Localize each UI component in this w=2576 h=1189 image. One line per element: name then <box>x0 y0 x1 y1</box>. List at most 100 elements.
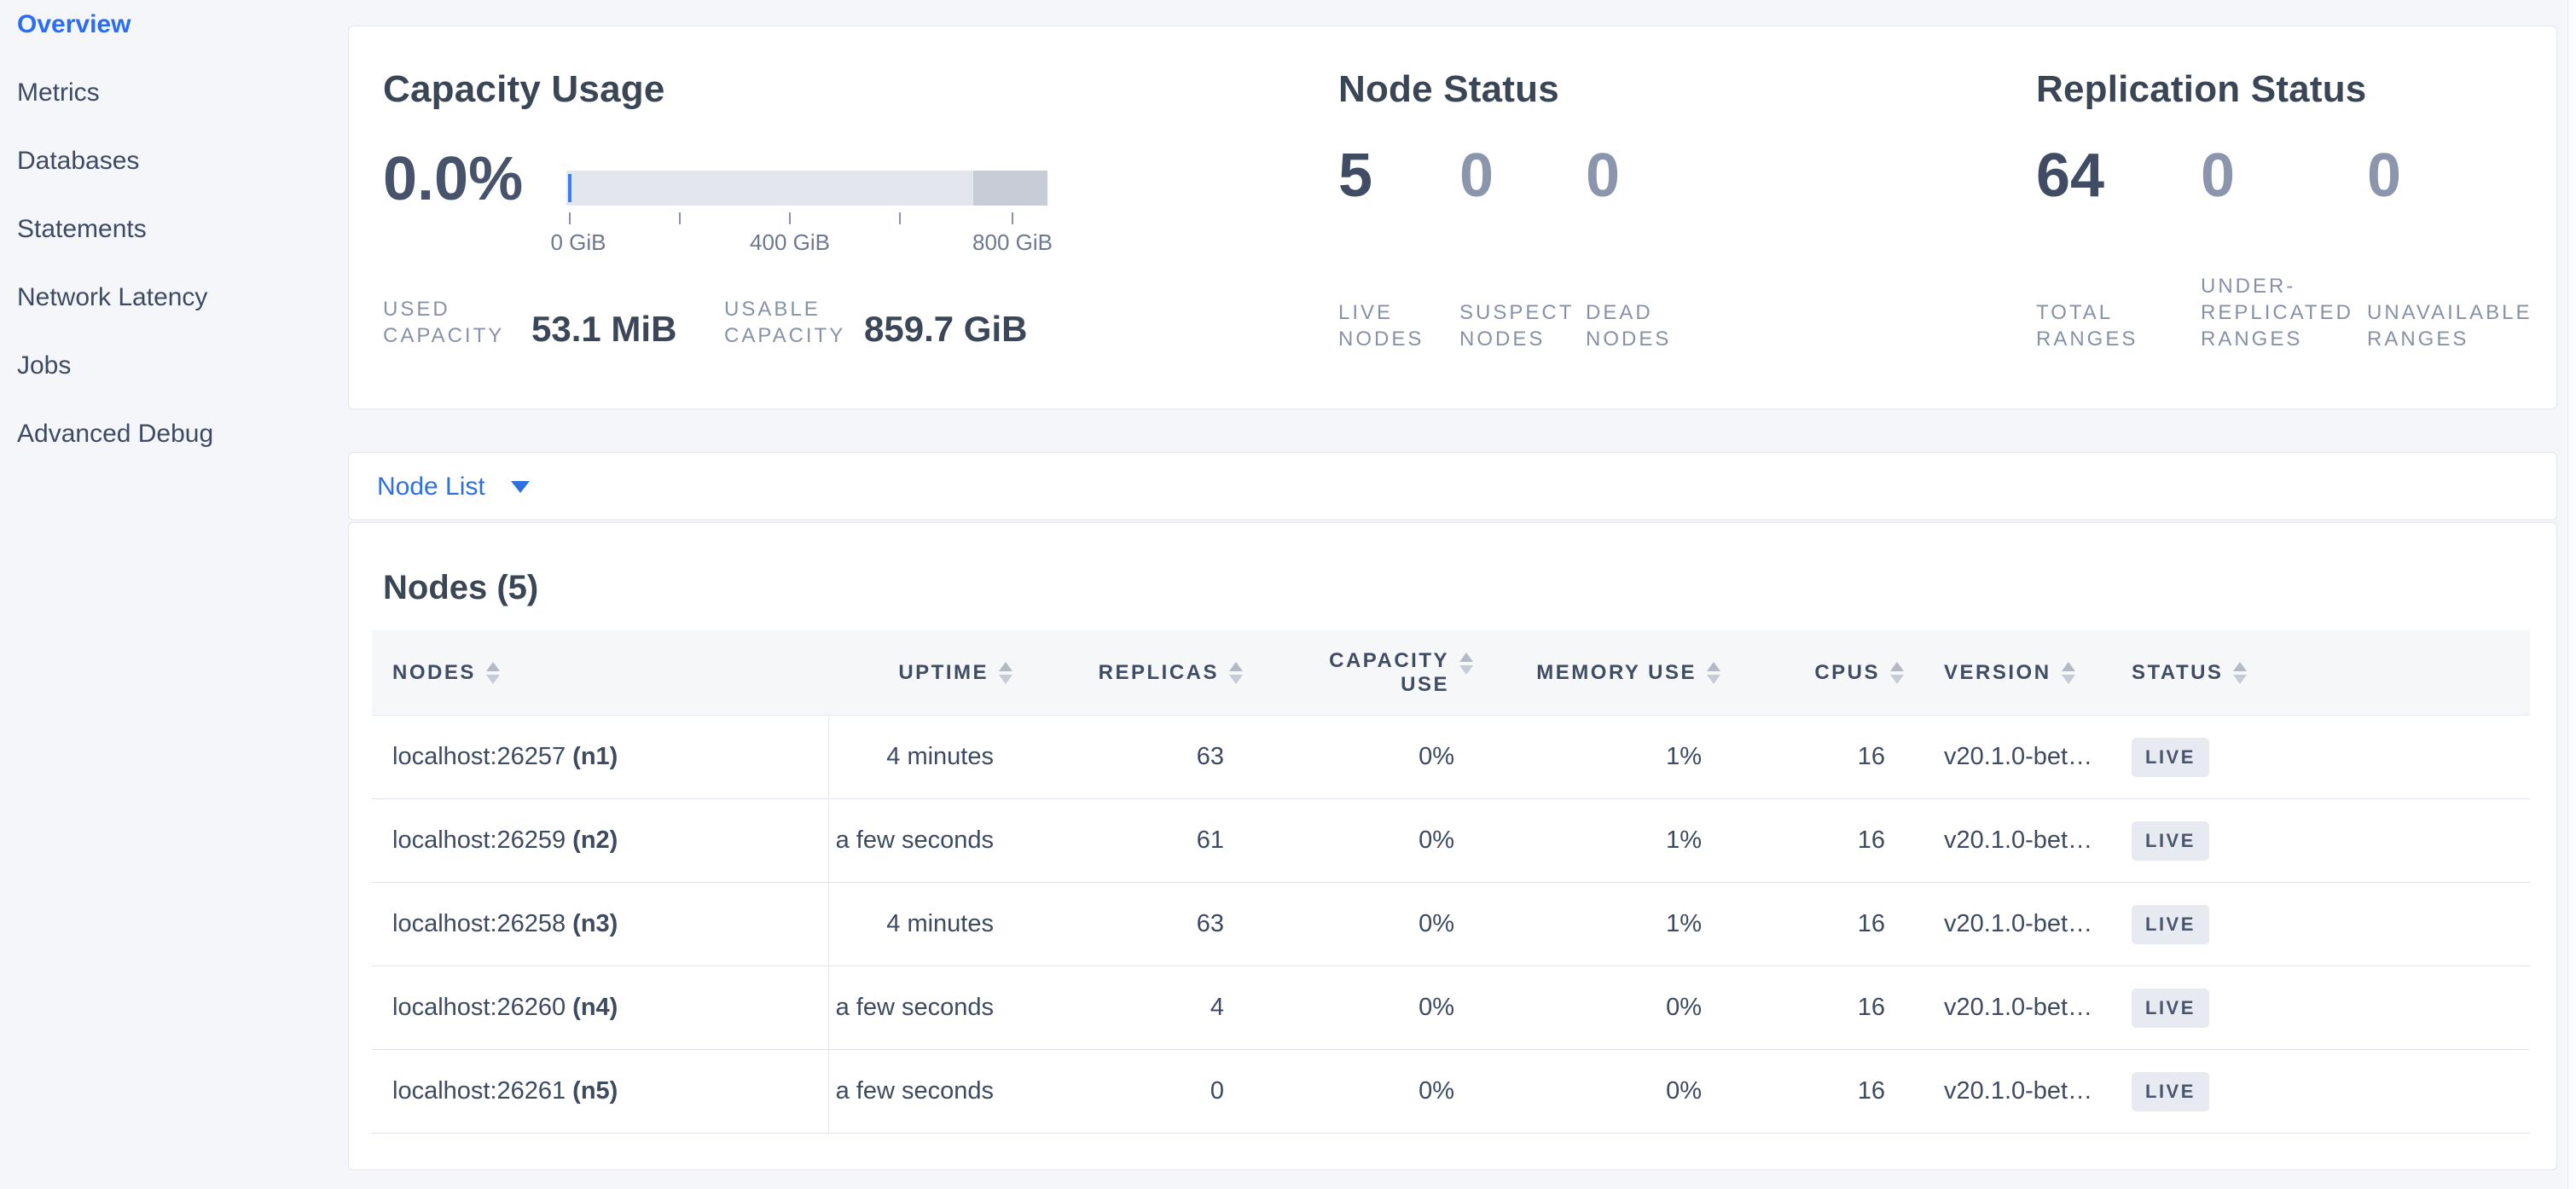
sort-icon <box>1707 661 1720 684</box>
column-header-uptime-label: UPTIME <box>898 660 989 684</box>
total-ranges-value: 64 <box>2036 142 2105 210</box>
sort-icon <box>485 661 500 684</box>
capacity-percent-value: 0.0% <box>383 145 524 213</box>
column-header-status-label: STATUS <box>2132 660 2224 684</box>
capacity-gauge-reserved-segment <box>973 171 1047 206</box>
unavailable-ranges-value: 0 <box>2367 142 2402 210</box>
column-header-replicas[interactable]: REPLICAS <box>1034 630 1264 715</box>
cpus-cell: 16 <box>1857 826 1885 854</box>
capacity-use-cell: 0% <box>1419 826 1454 854</box>
column-header-cpus[interactable]: CPUS <box>1742 630 1925 715</box>
replicas-cell: 61 <box>1196 826 1224 854</box>
capacity-use-cell: 0% <box>1419 994 1454 1021</box>
under-replicated-ranges-label: UNDER-REPLICATED RANGES <box>2201 275 2353 351</box>
sidebar-item-metrics[interactable]: Metrics <box>17 78 100 107</box>
uptime-cell: a few seconds <box>835 1077 994 1105</box>
column-header-capacity-line2: USE <box>1401 672 1449 696</box>
column-header-capacity-use[interactable]: CAPACITY USE <box>1264 630 1494 715</box>
sort-icon <box>1229 661 1243 684</box>
table-row-n1[interactable]: localhost:26257 (n1) 4 minutes 63 0% 1% 1… <box>372 716 2530 799</box>
nodes-heading: Nodes (5) <box>383 569 539 606</box>
node-status-section: Node Status 5 LIVE NODES 0 SUSPECT NODES… <box>1332 26 1775 410</box>
node-id: (n1) <box>572 743 618 770</box>
sort-icon <box>999 661 1012 684</box>
under-replicated-ranges-value: 0 <box>2201 142 2236 210</box>
status-badge: LIVE <box>2132 988 2209 1028</box>
dead-nodes-value: 0 <box>1586 142 1621 210</box>
node-address[interactable]: localhost:26261 <box>392 1077 566 1105</box>
capacity-gauge-axis-labels: 0 GiB 400 GiB 800 GiB <box>550 229 1052 255</box>
capacity-summary: USED CAPACITY 53.1 MiB USABLE CAPACITY 8… <box>383 296 1027 349</box>
usable-capacity-label: USABLE CAPACITY <box>724 298 846 347</box>
table-row-n3[interactable]: localhost:26258 (n3) 4 minutes 63 0% 1% 1… <box>372 883 2530 966</box>
status-badge: LIVE <box>2132 1071 2209 1111</box>
column-header-nodes[interactable]: NODES <box>372 630 829 715</box>
cpus-cell: 16 <box>1857 1077 1885 1105</box>
used-capacity-label: USED CAPACITY <box>383 298 505 347</box>
node-address[interactable]: localhost:26258 <box>392 910 566 937</box>
node-address[interactable]: localhost:26259 <box>392 826 566 854</box>
sidebar-item-overview[interactable]: Overview <box>17 10 131 38</box>
node-id: (n3) <box>572 910 618 937</box>
column-header-replicas-label: REPLICAS <box>1098 660 1219 684</box>
column-header-memory-use[interactable]: MEMORY USE <box>1494 630 1742 715</box>
sidebar-item-jobs[interactable]: Jobs <box>17 351 72 380</box>
memory-use-cell: 0% <box>1666 994 1702 1021</box>
node-list-dropdown-label: Node List <box>377 473 485 501</box>
suspect-nodes-label: SUSPECT NODES <box>1459 301 1574 351</box>
used-capacity-value: 53.1 MiB <box>531 309 677 349</box>
table-row-n4[interactable]: localhost:26260 (n4) a few seconds 4 0% 0… <box>372 966 2530 1050</box>
node-status-title: Node Status <box>1338 68 1559 110</box>
cpus-cell: 16 <box>1857 994 1885 1021</box>
sidebar-item-advanced-debug[interactable]: Advanced Debug <box>17 420 214 448</box>
replicas-cell: 63 <box>1196 910 1224 937</box>
capacity-use-cell: 0% <box>1419 910 1454 937</box>
nodes-table-header: NODES UPTIME REPLICAS CAPACITY USE <box>372 630 2530 716</box>
uptime-cell: 4 minutes <box>886 910 994 937</box>
dead-nodes-label: DEAD NODES <box>1586 301 1672 351</box>
version-cell: v20.1.0-bet… <box>1944 910 2093 937</box>
suspect-nodes-value: 0 <box>1459 142 1494 210</box>
memory-use-cell: 0% <box>1666 1077 1702 1105</box>
capacity-gauge: 0 GiB 400 GiB 800 GiB <box>550 171 1053 255</box>
sort-icon <box>2061 661 2075 684</box>
replicas-cell: 4 <box>1210 994 1224 1021</box>
total-ranges-label: TOTAL RANGES <box>2036 301 2138 351</box>
node-id: (n4) <box>572 994 618 1021</box>
capacity-use-cell: 0% <box>1419 1077 1454 1105</box>
table-row-n5[interactable]: localhost:26261 (n5) a few seconds 0 0% 0… <box>372 1050 2530 1134</box>
column-header-version[interactable]: VERSION <box>1925 630 2109 715</box>
node-id: (n2) <box>572 826 618 854</box>
node-id: (n5) <box>572 1077 618 1105</box>
axis-label-800gib: 800 GiB <box>972 229 1053 255</box>
capacity-gauge-bar <box>566 171 1047 206</box>
capacity-gauge-used-marker <box>568 174 571 202</box>
scrollbar-track[interactable] <box>2567 0 2576 1189</box>
replication-status-section: Replication Status 64 TOTAL RANGES 0 UND… <box>2029 26 2558 410</box>
node-address[interactable]: localhost:26257 <box>392 743 566 770</box>
version-cell: v20.1.0-bet… <box>1944 994 2093 1021</box>
sidebar-item-network-latency[interactable]: Network Latency <box>17 283 208 311</box>
memory-use-cell: 1% <box>1666 743 1702 770</box>
live-nodes-value: 5 <box>1338 142 1373 210</box>
replication-status-title: Replication Status <box>2036 68 2367 110</box>
sidebar-item-statements[interactable]: Statements <box>17 215 147 243</box>
capacity-usage-section: Capacity Usage 0.0% 0 GiB 400 GiB 8 <box>383 26 1304 410</box>
column-header-status[interactable]: STATUS <box>2109 630 2530 715</box>
replicas-cell: 0 <box>1210 1077 1224 1105</box>
node-address[interactable]: localhost:26260 <box>392 994 566 1021</box>
uptime-cell: a few seconds <box>835 826 994 854</box>
sidebar-item-databases[interactable]: Databases <box>17 147 140 175</box>
uptime-cell: a few seconds <box>835 994 994 1021</box>
nodes-table: NODES UPTIME REPLICAS CAPACITY USE <box>372 630 2530 1134</box>
column-header-version-label: VERSION <box>1944 660 2051 684</box>
version-cell: v20.1.0-bet… <box>1944 1077 2093 1105</box>
column-header-uptime[interactable]: UPTIME <box>829 630 1034 715</box>
node-list-dropdown[interactable]: Node List <box>377 453 530 521</box>
table-row-n2[interactable]: localhost:26259 (n2) a few seconds 61 0% … <box>372 799 2530 883</box>
version-cell: v20.1.0-bet… <box>1944 826 2093 854</box>
capacity-use-cell: 0% <box>1419 743 1454 770</box>
replicas-cell: 63 <box>1196 743 1224 770</box>
column-header-cpus-label: CPUS <box>1814 660 1880 684</box>
axis-label-0gib: 0 GiB <box>550 229 606 255</box>
